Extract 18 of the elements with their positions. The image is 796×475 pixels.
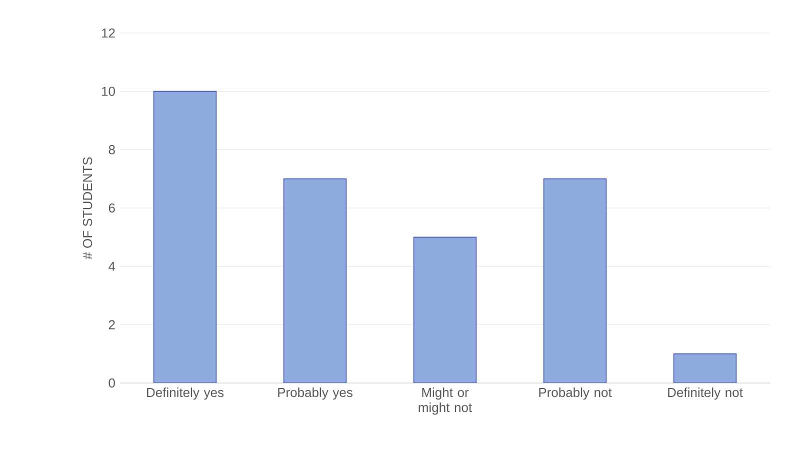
bar (543, 178, 607, 383)
x-tick-label: Might or might not (418, 388, 472, 415)
bar (673, 353, 737, 383)
y-tick-label: 10 (102, 86, 115, 96)
y-axis-title: # OF STUDENTS (82, 157, 92, 260)
y-tick-label: 12 (102, 28, 115, 38)
x-tick-label: Probably not (539, 388, 612, 400)
bar (283, 178, 347, 383)
y-tick-label: 8 (108, 145, 115, 154)
y-tick-label: 6 (108, 203, 115, 213)
y-tick-label: 4 (108, 262, 116, 271)
x-tick-label: Definitely yes (147, 388, 224, 400)
y-tick-label: 0 (108, 378, 115, 388)
y-tick-label: 2 (108, 320, 115, 330)
bar (413, 236, 477, 383)
x-tick-label: Probably yes (278, 388, 352, 400)
x-tick-label: Definitely not (668, 388, 743, 400)
bar (153, 90, 217, 383)
